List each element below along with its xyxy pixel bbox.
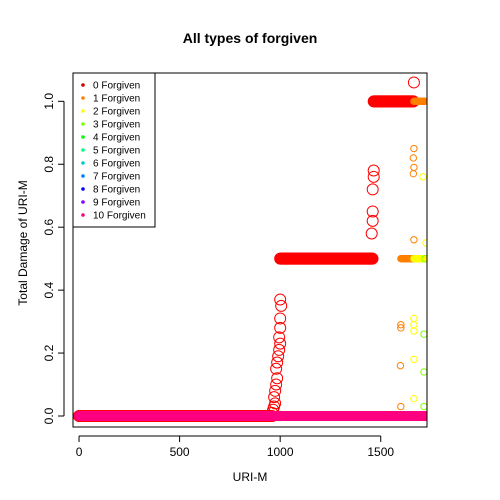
series-3-point (420, 402, 427, 411)
legend-label: 7 Forgiven (93, 172, 140, 183)
series-0-point (270, 378, 283, 391)
series-2-point (410, 327, 418, 335)
axes: 0 500 1000 1500 0.0 0.2 0.4 0.6 0.8 1.0 (42, 93, 394, 459)
x-tick-label: 1000 (267, 445, 294, 459)
series-1-point (397, 321, 405, 329)
legend-swatch (81, 174, 85, 178)
plot-marks (73, 76, 427, 422)
legend-label: 10 Forgiven (93, 211, 146, 222)
series-2-point (410, 355, 418, 364)
series-1-point (396, 361, 405, 370)
series-1-point (409, 169, 418, 178)
series-10-point (420, 410, 427, 421)
series-0-point (367, 164, 380, 177)
series-3-point (421, 254, 427, 263)
legend-label: 0 Forgiven (93, 81, 140, 92)
series-0-point (270, 362, 283, 375)
series-0-point (366, 252, 379, 265)
legend-box (72, 72, 156, 228)
series-0-point (274, 321, 287, 334)
y-tick-label: 0.4 (42, 281, 56, 298)
series-0-point (271, 356, 284, 369)
x-tick-label: 1500 (367, 445, 394, 459)
x-tick-label: 500 (170, 445, 190, 459)
series-0-point (273, 343, 286, 356)
y-tick-label: 0.0 (42, 407, 56, 424)
series-2-point (422, 239, 427, 247)
series-0-point (366, 205, 379, 218)
series-1-point (410, 236, 418, 244)
series-1-point (421, 97, 427, 106)
legend-label: 1 Forgiven (93, 94, 140, 105)
series-2-point (410, 321, 418, 329)
legend-swatch (81, 135, 85, 139)
series-0-point (274, 293, 287, 306)
series-2-point (410, 314, 418, 323)
y-axis-label: Total Damage of URI-M (16, 180, 30, 305)
series-1-point (410, 163, 418, 172)
series-0-point (366, 214, 379, 227)
legend-swatch (81, 200, 85, 204)
legend-label: 2 Forgiven (93, 107, 140, 118)
series-0-point (274, 337, 287, 350)
y-tick-label: 0.8 (42, 156, 56, 173)
x-axis-label: URI-M (233, 470, 268, 484)
legend-swatch (81, 83, 85, 87)
series-2-point (419, 173, 427, 181)
legend: 0 Forgiven 1 Forgiven 2 Forgiven 3 Forgiven… (72, 72, 156, 228)
series-1-point (409, 154, 418, 162)
x-tick-label: 0 (76, 445, 83, 459)
series-0-point (268, 391, 281, 404)
legend-swatch (81, 96, 85, 100)
legend-swatch (81, 122, 85, 126)
legend-swatch (81, 213, 85, 217)
plot-frame (72, 72, 428, 428)
legend-label: 6 Forgiven (93, 159, 140, 170)
series-3-point (420, 368, 427, 376)
y-tick-label: 0.2 (42, 344, 56, 361)
legend-label: 9 Forgiven (93, 198, 140, 209)
series-1-point (397, 402, 405, 411)
y-tick-label: 0.6 (42, 219, 56, 236)
series-1-point (410, 144, 418, 153)
series-0-point (275, 299, 288, 312)
legend-swatch (81, 148, 85, 152)
series-0-point (271, 372, 284, 385)
series-0-point (269, 384, 282, 397)
chart-title: All types of forgiven (183, 30, 318, 46)
legend-swatch (81, 109, 85, 113)
series-0-point (366, 183, 379, 196)
legend-label: 8 Forgiven (93, 185, 140, 196)
legend-label: 5 Forgiven (93, 146, 140, 157)
series-0-point (367, 170, 380, 183)
series-0-point (274, 312, 287, 325)
legend-swatch (81, 187, 85, 191)
series-0-point (273, 331, 286, 344)
series-0-point (365, 227, 378, 240)
y-tick-label: 1.0 (42, 93, 56, 110)
series-0-point (407, 76, 420, 89)
series-3-point (420, 330, 427, 338)
series-0-point (272, 350, 285, 363)
series-1-point (397, 324, 405, 332)
legend-swatch (81, 161, 85, 165)
legend-label: 3 Forgiven (93, 120, 140, 131)
legend-label: 4 Forgiven (93, 133, 140, 144)
series-0-point (269, 397, 282, 410)
series-2-point (410, 394, 418, 403)
